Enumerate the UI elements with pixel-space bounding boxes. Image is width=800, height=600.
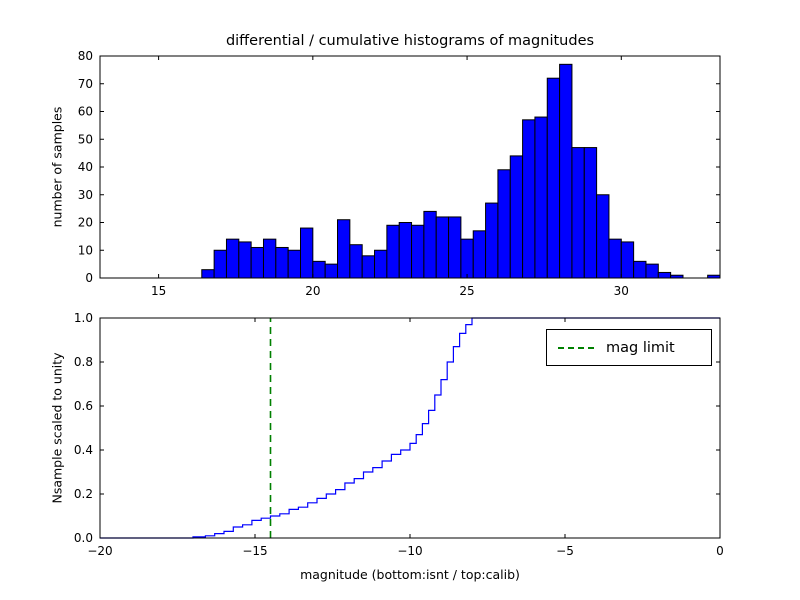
- svg-text:15: 15: [151, 284, 166, 298]
- x-axis-label: magnitude (bottom:isnt / top:calib): [300, 567, 520, 582]
- svg-text:0.0: 0.0: [74, 531, 93, 545]
- svg-text:−20: −20: [87, 544, 112, 558]
- svg-text:70: 70: [78, 77, 93, 91]
- top-y-axis-label: number of samples: [49, 106, 65, 228]
- svg-text:0: 0: [716, 544, 724, 558]
- svg-text:0.6: 0.6: [74, 399, 93, 413]
- cumulative-step-line: [100, 317, 720, 539]
- svg-text:−15: −15: [242, 544, 267, 558]
- svg-text:0.4: 0.4: [74, 443, 93, 457]
- bottom-axes: −20 −15 −10 −5 0 0.0 0.2 0.4 0.6 0.8 1.0: [74, 311, 724, 558]
- svg-text:30: 30: [614, 284, 629, 298]
- svg-text:60: 60: [78, 105, 93, 119]
- top-axes-plot-area: [201, 63, 720, 278]
- svg-text:10: 10: [78, 243, 93, 257]
- svg-text:50: 50: [78, 132, 93, 146]
- bottom-axes-ticks: [99, 317, 721, 539]
- svg-text:20: 20: [305, 284, 320, 298]
- svg-text:30: 30: [78, 188, 93, 202]
- svg-text:25: 25: [459, 284, 474, 298]
- svg-text:80: 80: [78, 49, 93, 63]
- svg-text:20: 20: [78, 216, 93, 230]
- svg-text:0.2: 0.2: [74, 487, 93, 501]
- svg-text:1.0: 1.0: [74, 311, 93, 325]
- svg-text:0: 0: [85, 271, 93, 285]
- svg-text:−10: −10: [397, 544, 422, 558]
- mag-limit-legend-label: mag limit: [606, 339, 675, 356]
- svg-text:0.8: 0.8: [74, 355, 93, 369]
- mag-limit-legend-line-icon: [558, 346, 594, 349]
- svg-text:−5: −5: [556, 544, 574, 558]
- top-axes: 15 20 25 30 0 10 20 30 40 50 60 70 80: [78, 49, 721, 298]
- figure-title: differential / cumulative histograms of …: [225, 33, 595, 49]
- bottom-axes-plot-area: [100, 317, 720, 539]
- legend-box: mag limit: [546, 329, 712, 366]
- histogram-bars: [201, 63, 720, 278]
- top-axes-ticks: [100, 55, 720, 279]
- top-axes-tick-labels: 15 20 25 30 0 10 20 30 40 50 60 70 80: [78, 49, 629, 298]
- svg-text:40: 40: [78, 160, 93, 174]
- bottom-axes-tick-labels: −20 −15 −10 −5 0 0.0 0.2 0.4 0.6 0.8 1.0: [74, 311, 724, 558]
- bottom-y-axis-label: Nsample scaled to unity: [49, 352, 65, 504]
